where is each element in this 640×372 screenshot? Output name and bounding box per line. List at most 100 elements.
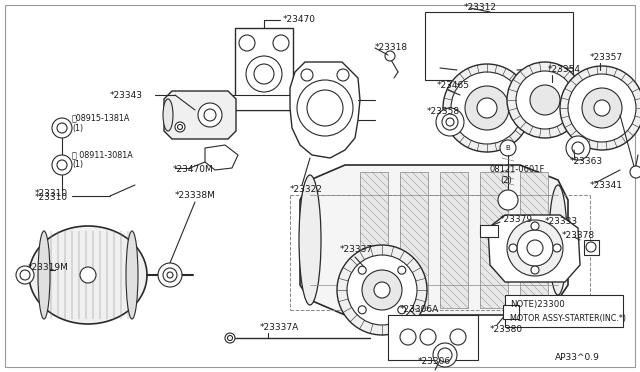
Polygon shape	[290, 62, 360, 158]
Text: *23354: *23354	[548, 65, 581, 74]
Circle shape	[337, 69, 349, 81]
Text: *23319M: *23319M	[28, 263, 69, 273]
Circle shape	[498, 190, 518, 210]
Circle shape	[465, 86, 509, 130]
Circle shape	[362, 270, 402, 310]
Text: *23380: *23380	[490, 326, 523, 334]
Circle shape	[246, 56, 282, 92]
Text: *23337: *23337	[340, 246, 373, 254]
Circle shape	[531, 266, 539, 274]
Text: *23358: *23358	[427, 108, 460, 116]
Text: *23322: *23322	[290, 186, 323, 195]
Circle shape	[374, 282, 390, 298]
Ellipse shape	[163, 99, 173, 131]
Bar	[480, 172, 508, 308]
Bar	[235, 28, 293, 110]
Polygon shape	[205, 145, 238, 170]
Circle shape	[566, 136, 590, 160]
Ellipse shape	[549, 185, 567, 295]
Text: *23357: *23357	[590, 54, 623, 62]
Text: (1): (1)	[72, 160, 83, 170]
Circle shape	[586, 242, 596, 252]
Text: *23470M: *23470M	[173, 166, 214, 174]
Text: *23306A: *23306A	[400, 305, 439, 314]
Circle shape	[630, 166, 640, 178]
Text: B: B	[506, 145, 510, 151]
Bar	[388, 315, 478, 360]
Circle shape	[553, 244, 561, 252]
Text: *23378: *23378	[562, 231, 595, 240]
Circle shape	[433, 343, 457, 367]
Ellipse shape	[299, 175, 321, 305]
Bar	[440, 172, 468, 308]
Bar	[503, 305, 519, 319]
Circle shape	[568, 74, 636, 142]
Circle shape	[443, 64, 531, 152]
Bar	[480, 225, 498, 237]
Text: *23310: *23310	[35, 189, 68, 199]
Circle shape	[398, 266, 406, 274]
Circle shape	[436, 108, 464, 136]
Polygon shape	[488, 215, 580, 282]
Text: NOTE)23300: NOTE)23300	[510, 301, 564, 310]
Text: *23306: *23306	[418, 357, 451, 366]
Circle shape	[507, 220, 563, 276]
Circle shape	[358, 306, 366, 314]
Text: 08121-0601F: 08121-0601F	[490, 166, 545, 174]
Circle shape	[594, 100, 610, 116]
Circle shape	[158, 263, 182, 287]
Ellipse shape	[38, 231, 50, 319]
Circle shape	[400, 329, 416, 345]
Bar	[425, 12, 573, 80]
Text: *23333: *23333	[545, 218, 578, 227]
Bar	[520, 172, 548, 308]
Text: *23343: *23343	[110, 90, 143, 99]
Text: *23337A: *23337A	[260, 324, 300, 333]
Text: *23363: *23363	[570, 157, 603, 167]
Circle shape	[297, 80, 353, 136]
Bar	[360, 172, 388, 308]
Text: *23318: *23318	[375, 44, 408, 52]
Text: *23470: *23470	[283, 16, 316, 25]
Circle shape	[80, 267, 96, 283]
Text: Ⓝ 08911-3081A: Ⓝ 08911-3081A	[72, 151, 132, 160]
Circle shape	[398, 306, 406, 314]
Polygon shape	[300, 165, 568, 315]
Circle shape	[175, 122, 185, 132]
Polygon shape	[164, 91, 236, 139]
Circle shape	[301, 69, 313, 81]
Circle shape	[516, 71, 574, 129]
Circle shape	[531, 222, 539, 230]
Circle shape	[225, 333, 235, 343]
Circle shape	[450, 329, 466, 345]
Circle shape	[500, 140, 516, 156]
Circle shape	[420, 329, 436, 345]
Circle shape	[527, 240, 543, 256]
Text: *23312: *23312	[464, 3, 497, 13]
Ellipse shape	[29, 226, 147, 324]
Circle shape	[52, 118, 72, 138]
Circle shape	[239, 35, 255, 51]
Circle shape	[198, 103, 222, 127]
Circle shape	[16, 266, 34, 284]
Text: MOTOR ASSY-STARTER(INC.*): MOTOR ASSY-STARTER(INC.*)	[510, 314, 626, 323]
Circle shape	[52, 155, 72, 175]
Circle shape	[477, 98, 497, 118]
Text: (1): (1)	[72, 124, 83, 132]
Text: AP33^0.9: AP33^0.9	[555, 353, 600, 362]
Bar	[230, 95, 298, 110]
Circle shape	[517, 230, 553, 266]
Bar	[584, 240, 599, 255]
Text: *23341: *23341	[590, 180, 623, 189]
Circle shape	[530, 85, 560, 115]
Text: *23465: *23465	[437, 80, 470, 90]
Circle shape	[358, 266, 366, 274]
Ellipse shape	[126, 231, 138, 319]
Circle shape	[582, 88, 622, 128]
Bar	[400, 172, 428, 308]
Circle shape	[560, 66, 640, 150]
Text: *23338M: *23338M	[175, 190, 216, 199]
Circle shape	[385, 51, 395, 61]
Circle shape	[507, 62, 583, 138]
Circle shape	[273, 35, 289, 51]
